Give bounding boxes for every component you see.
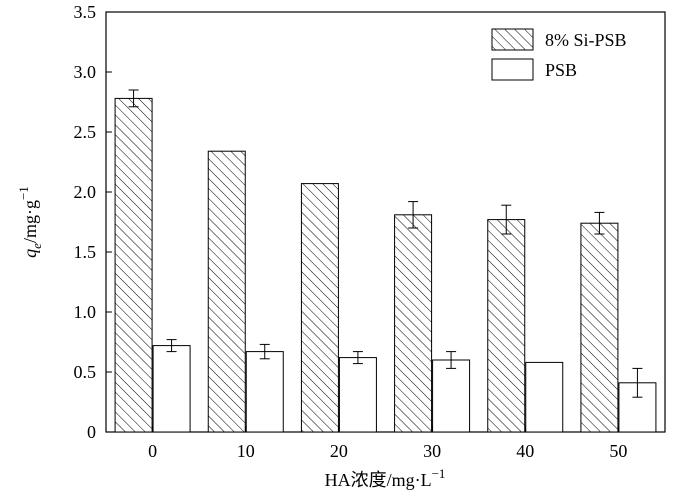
error-bar-si-psb-30 <box>408 201 419 229</box>
legend-label-si-psb: 8% Si-PSB <box>545 30 627 50</box>
y-tick-label-0: 0 <box>87 422 96 442</box>
bar-psb-20 <box>338 357 377 433</box>
legend: 8% Si-PSB PSB <box>491 28 627 81</box>
bar-si-psb-50 <box>580 222 619 433</box>
bar-si-psb-30 <box>394 214 433 433</box>
bar-si-psb-20 <box>300 183 339 433</box>
error-bar-si-psb-40 <box>501 204 512 235</box>
bar-si-psb-10 <box>207 150 246 433</box>
y-tick-label-0.5: 0.5 <box>74 362 97 382</box>
error-bar-psb-20 <box>352 351 363 365</box>
bar-si-psb-40 <box>487 219 526 433</box>
bar-psb-0 <box>152 345 191 433</box>
y-axis: 0 0.5 1.0 1.5 2.0 2.5 3.0 3.5 <box>74 2 112 442</box>
plot-frame <box>105 11 666 433</box>
x-tick-label-20: 20 <box>330 441 348 461</box>
bars-group <box>114 97 657 433</box>
y-tick-label-2.5: 2.5 <box>74 122 97 142</box>
bar-si-psb-0 <box>114 97 153 433</box>
x-axis: 0 10 20 30 40 50 <box>148 426 627 461</box>
y-tick-label-3.5: 3.5 <box>74 2 97 22</box>
x-tick-label-40: 40 <box>516 441 534 461</box>
y-axis-title-q: q <box>20 249 40 258</box>
x-tick-label-10: 10 <box>237 441 255 461</box>
x-axis-title: HA浓度/mg·L−1 <box>325 466 446 490</box>
error-bar-psb-10 <box>259 343 270 360</box>
error-bar-psb-30 <box>446 351 457 369</box>
y-axis-title-sub: e <box>29 243 44 249</box>
y-tick-label-3.0: 3.0 <box>74 62 97 82</box>
bar-psb-30 <box>432 359 471 433</box>
y-axis-title: qe/mg·g−1 <box>16 186 44 258</box>
error-bar-si-psb-50 <box>594 211 605 235</box>
legend-label-psb: PSB <box>545 60 577 80</box>
error-bar-psb-0 <box>166 339 177 353</box>
legend-swatch-si-psb <box>491 28 534 51</box>
x-tick-label-50: 50 <box>609 441 627 461</box>
y-tick-label-2.0: 2.0 <box>74 182 97 202</box>
legend-swatch-psb <box>491 58 534 81</box>
x-axis-title-main: HA浓度/mg·L <box>325 470 432 490</box>
y-axis-title-unit: /mg·g <box>20 200 40 243</box>
y-axis-title-sup: −1 <box>16 186 31 200</box>
x-tick-label-30: 30 <box>423 441 441 461</box>
y-tick-label-1.0: 1.0 <box>74 302 97 322</box>
error-bars-group <box>128 89 643 398</box>
error-bar-psb-50 <box>632 367 643 398</box>
error-bar-si-psb-0 <box>128 89 139 108</box>
x-axis-title-sup: −1 <box>432 466 446 481</box>
y-tick-label-1.5: 1.5 <box>74 242 97 262</box>
x-tick-label-0: 0 <box>148 441 157 461</box>
bar-psb-40 <box>525 361 564 433</box>
bar-psb-10 <box>245 351 284 433</box>
